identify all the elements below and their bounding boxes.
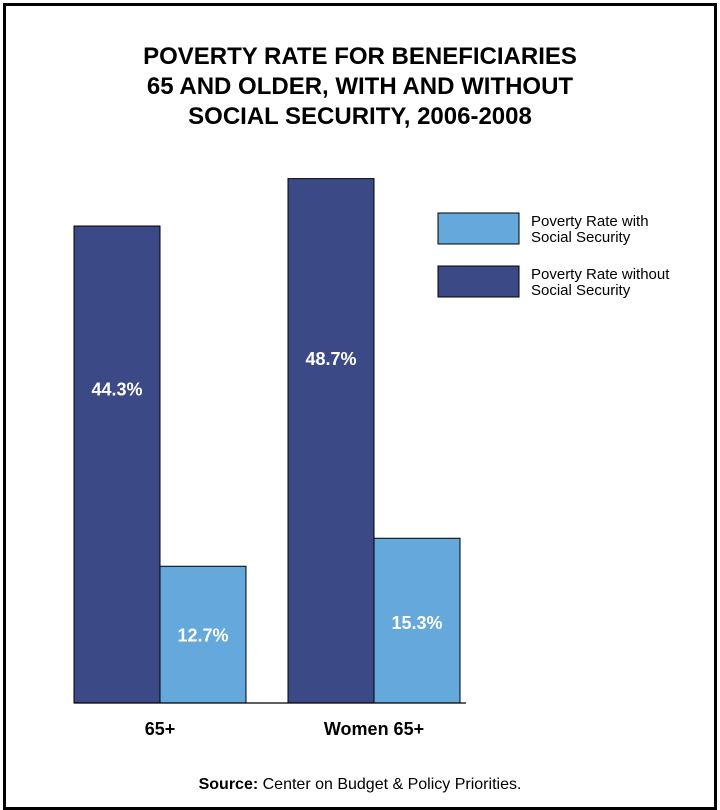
legend-label: Social Security [531,229,631,246]
bar-chart: 44.3% 12.7% 65+ 48.7% 15.3% Women 65+ Poverty … [6,6,714,807]
legend-label: Social Security [531,282,631,299]
data-label: 12.7% [177,625,228,645]
data-label: 48.7% [305,349,356,369]
source-text: Center on Budget & Policy Priorities. [258,776,521,793]
source-note: Source: Center on Budget & Policy Priori… [6,776,714,794]
legend-label: Poverty Rate with [531,213,649,230]
bar-without-1 [74,226,160,703]
chart-frame: POVERTY RATE FOR BENEFICIARIES 65 AND OL… [3,3,717,810]
legend-swatch [438,213,519,244]
category-label: 65+ [145,719,176,739]
data-label: 44.3% [91,379,142,399]
legend-swatch [438,266,519,297]
legend-label: Poverty Rate without [531,266,670,283]
bar-without-2 [288,179,374,703]
category-label: Women 65+ [324,719,424,739]
source-label: Source: [199,776,259,793]
data-label: 15.3% [391,613,442,633]
